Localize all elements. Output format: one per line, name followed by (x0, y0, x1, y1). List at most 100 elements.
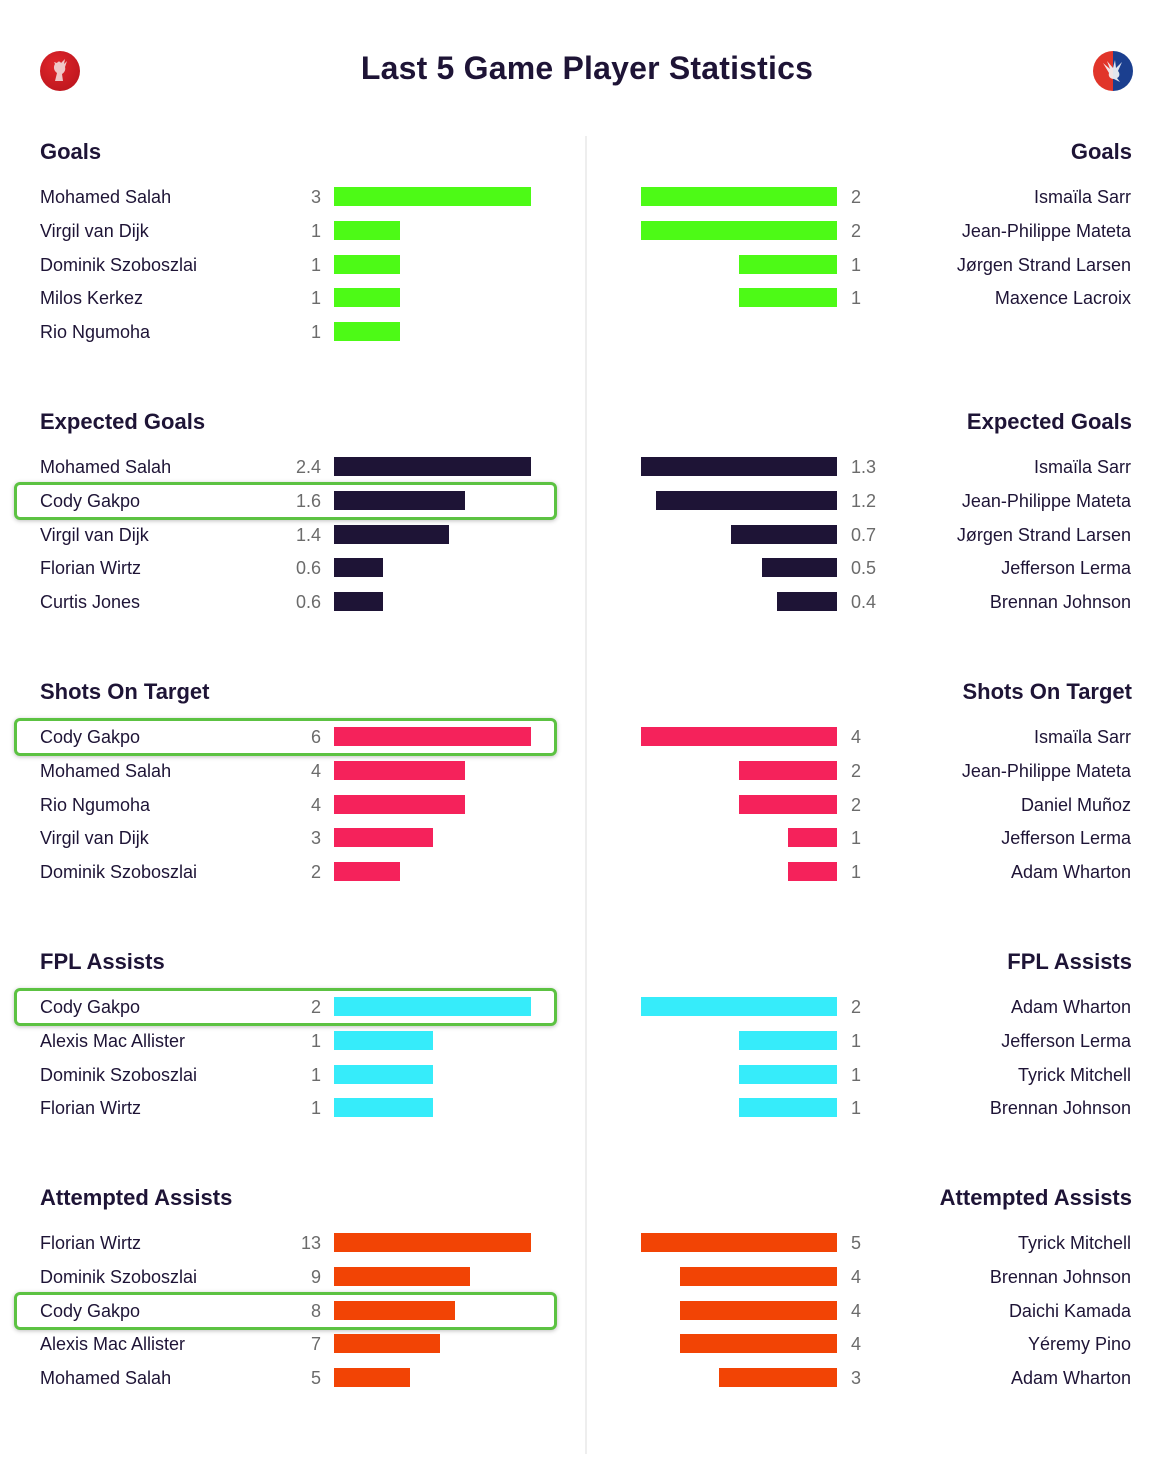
player-name: Rio Ngumoha (40, 322, 151, 343)
player-row: Adam Wharton 1 (587, 856, 1147, 890)
stat-bar (739, 1030, 837, 1050)
player-name: Virgil van Dijk (40, 524, 149, 545)
stat-bar (334, 1233, 531, 1252)
stat-value: 2 (851, 760, 862, 781)
player-name: Ismaïla Sarr (1033, 457, 1131, 477)
stat-value: 1.6 (295, 490, 321, 511)
player-name: Daniel Muñoz (1020, 794, 1131, 815)
home-section-title: Goals (40, 139, 102, 164)
stat-bar (680, 1266, 837, 1286)
player-row: Mohamed Salah 4 (0, 755, 560, 789)
player-name: Brennan Johnson (989, 1266, 1131, 1287)
player-name: Dominik Szoboszlai (40, 254, 198, 275)
stat-value: 2 (851, 997, 862, 1017)
player-row: Mohamed Salah 5 (0, 1362, 560, 1396)
stat-bar (334, 760, 465, 780)
player-name: Alexis Mac Allister (40, 1030, 186, 1051)
stat-bar (334, 1030, 433, 1050)
player-name: Florian Wirtz (40, 1233, 142, 1253)
player-row: Adam Wharton 2 (587, 991, 1147, 1025)
player-row: Jørgen Strand Larsen 1 (587, 249, 1147, 283)
stat-bar (641, 187, 837, 206)
stat-value: 4 (851, 727, 862, 747)
stat-value: 1.4 (295, 524, 321, 545)
liverbird-icon (53, 59, 67, 81)
player-row: Rio Ngumoha 1 (0, 316, 560, 350)
home-player-list: Florian Wirtz 13 Dominik Szoboszlai 9 Cody G… (0, 1227, 560, 1396)
stat-bar (680, 1334, 837, 1354)
player-row: Ismaïla Sarr 2 (587, 181, 1147, 215)
player-row: Florian Wirtz 13 (0, 1227, 560, 1261)
stat-bar (334, 322, 400, 342)
stat-bar (334, 187, 531, 206)
stat-bar (641, 1233, 837, 1252)
player-name: Brennan Johnson (989, 1098, 1131, 1119)
stat-value: 1 (310, 254, 321, 275)
player-row: Brennan Johnson 4 (587, 1261, 1147, 1295)
stat-bar (731, 524, 837, 544)
stat-value: 6 (310, 727, 321, 747)
player-row: Dominik Szoboszlai 1 (0, 249, 560, 283)
player-name: Virgil van Dijk (40, 828, 149, 849)
player-name: Jean-Philippe Mateta (961, 490, 1131, 511)
stat-bar (334, 220, 400, 240)
player-name: Adam Wharton (1010, 862, 1131, 883)
player-row: Jefferson Lerma 0.5 (587, 552, 1147, 586)
stat-bar (334, 1334, 440, 1354)
home-player-list: Cody Gakpo 2 Alexis Mac Allister 1 Dominik S… (0, 988, 560, 1126)
player-name: Ismaïla Sarr (1033, 727, 1131, 747)
player-name: Jefferson Lerma (1001, 558, 1131, 579)
stat-value: 5 (310, 1368, 321, 1389)
player-name: Mohamed Salah (40, 457, 172, 477)
player-name: Virgil van Dijk (40, 220, 149, 241)
stat-value: 7 (310, 1334, 321, 1355)
stat-bar (739, 794, 837, 814)
player-row: Daniel Muñoz 2 (587, 789, 1147, 823)
player-row: Florian Wirtz 0.6 (0, 552, 560, 586)
player-row: Jean-Philippe Mateta 2 (587, 215, 1147, 249)
player-row: Virgil van Dijk 3 (0, 822, 560, 856)
player-name: Brennan Johnson (989, 592, 1131, 613)
player-name: Mohamed Salah (40, 760, 172, 781)
stat-bar (719, 1368, 837, 1388)
stat-bar (762, 558, 837, 578)
stat-bar (334, 1300, 455, 1320)
stat-value: 1 (851, 1030, 862, 1051)
player-row: Dominik Szoboszlai 9 (0, 1261, 560, 1295)
player-name: Milos Kerkez (40, 288, 144, 309)
page-title: Last 5 Game Player Statistics (360, 50, 814, 86)
home-section-title: Shots On Target (40, 679, 210, 704)
stat-bar (641, 220, 837, 240)
player-name: Jean-Philippe Mateta (961, 760, 1131, 781)
player-name: Curtis Jones (40, 592, 141, 613)
stat-value: 5 (851, 1233, 862, 1253)
home-player-list: Mohamed Salah 3 Virgil van Dijk 1 Dominik Sz… (0, 181, 560, 350)
stat-bar (788, 862, 837, 882)
stat-bar (334, 288, 400, 308)
stat-value: 4 (851, 1266, 862, 1287)
stat-value: 8 (310, 1300, 321, 1321)
player-name: Dominik Szoboszlai (40, 1064, 198, 1085)
player-row: Florian Wirtz 1 (0, 1092, 560, 1126)
stat-bar (334, 862, 400, 882)
player-row: Jean-Philippe Mateta 2 (587, 755, 1147, 789)
player-row: Alexis Mac Allister 1 (0, 1025, 560, 1059)
stat-bar (334, 558, 383, 578)
stat-value: 0.7 (851, 524, 877, 545)
player-name: Jefferson Lerma (1001, 828, 1131, 849)
home-section-title: FPL Assists (40, 949, 165, 974)
player-name: Dominik Szoboszlai (40, 862, 198, 883)
away-player-list: Ismaïla Sarr 1.3 Jean-Philippe Mateta 1.2 Jø… (587, 451, 1147, 620)
stat-bar (334, 592, 383, 612)
stat-value: 1.2 (851, 490, 877, 511)
away-player-list: Adam Wharton 2 Jefferson Lerma 1 Tyrick Mitc… (587, 991, 1147, 1126)
stat-value: 2.4 (295, 457, 321, 477)
stat-value: 1 (310, 1030, 321, 1051)
home-player-list: Cody Gakpo 6 Mohamed Salah 4 Rio Ngumoha 4 Vir… (0, 718, 560, 890)
player-row: Jefferson Lerma 1 (587, 822, 1147, 856)
stat-value: 4 (851, 1300, 862, 1321)
stat-bar (641, 727, 837, 746)
player-row: Cody Gakpo 1.6 (0, 481, 560, 520)
away-player-list: Ismaïla Sarr 4 Jean-Philippe Mateta 2 Daniel… (587, 721, 1147, 890)
player-row: Milos Kerkez 1 (0, 282, 560, 316)
